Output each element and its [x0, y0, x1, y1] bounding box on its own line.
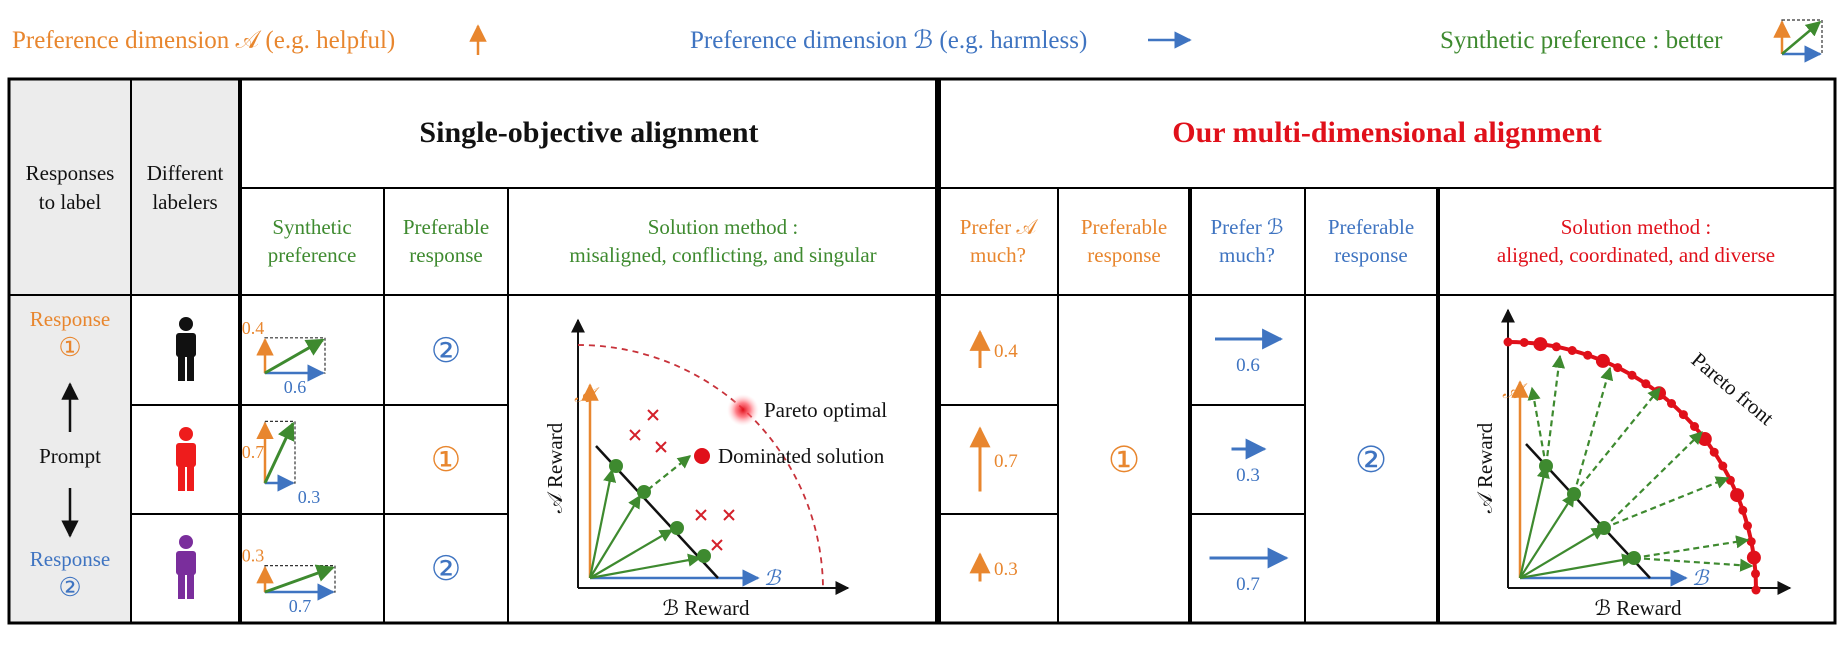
person-icon-purple — [176, 535, 196, 599]
multi-dimensional-plot: 𝒜 ℬ Pareto front 𝒜 Reward ℬ Reward — [1473, 308, 1792, 620]
prefer-a-arrow-row2: 0.7 — [969, 426, 1018, 492]
col-prefer-a-1: Prefer 𝒜 — [960, 215, 1039, 239]
synthetic-b-value-row2: 0.3 — [298, 487, 321, 507]
multi-y-symbol: 𝒜 — [1502, 379, 1528, 403]
single-y-symbol: 𝒜 — [574, 383, 600, 407]
col-pref-resp-a-1: Preferable — [1081, 215, 1167, 239]
prefer-b-arrow-row2: 0.3 — [1231, 438, 1267, 486]
single-objective-title: Single-objective alignment — [419, 116, 758, 149]
col-prefer-b-1: Prefer ℬ — [1210, 215, 1283, 239]
prefer-b-value-row2: 0.3 — [1236, 465, 1260, 486]
multi-x-symbol: ℬ — [1692, 566, 1710, 590]
legend-dim-b: Preference dimension ℬ (e.g. harmless) — [690, 27, 1087, 54]
multi-dimensional-title: Our multi-dimensional alignment — [1172, 116, 1602, 149]
dominated-solution-label: Dominated solution — [718, 444, 885, 468]
table — [7, 77, 1837, 625]
synthetic-a-value-row3: 0.3 — [242, 546, 265, 566]
responses-header-2: to label — [39, 190, 102, 214]
response2-number: ② — [58, 573, 81, 602]
dominated-solution-dot — [694, 448, 710, 464]
pareto-optimal-glow — [727, 394, 759, 426]
prefer-a-arrow-row1: 0.4 — [969, 329, 1018, 368]
person-icon-black — [176, 317, 196, 381]
single-preferable-choices: ② ① ② — [431, 333, 461, 588]
single-y-label: 𝒜 Reward — [543, 422, 567, 513]
col-pref-resp-b-2: response — [1334, 243, 1407, 267]
pareto-optimal-label: Pareto optimal — [764, 398, 887, 422]
synthetic-a-value-row2: 0.7 — [242, 442, 265, 462]
prefer-a-value-row1: 0.4 — [994, 341, 1018, 362]
single-choice-row1: ② — [431, 333, 461, 370]
col-method-multi-1: Solution method : — [1561, 215, 1712, 239]
legend-synthetic-icon — [1773, 19, 1823, 63]
responses-header-1: Responses — [26, 161, 115, 185]
col-method-single-2: misaligned, conflicting, and singular — [569, 243, 876, 267]
single-choice-row2: ① — [431, 442, 461, 479]
col-synthetic-2: preference — [268, 243, 357, 267]
dominated-crosses — [629, 409, 735, 551]
synthetic-preference-cells: 0.4 0.6 0.7 0.3 0.3 0.7 — [242, 318, 336, 616]
prefer-a-value-row3: 0.3 — [994, 559, 1018, 580]
prefer-b-value-row3: 0.7 — [1236, 574, 1260, 595]
col-method-multi-2: aligned, coordinated, and diverse — [1497, 243, 1775, 267]
legend-dim-a: Preference dimension 𝒜 (e.g. helpful) — [12, 27, 395, 54]
multi-choice-b: ② — [1355, 440, 1387, 480]
single-choice-row3: ② — [431, 551, 461, 588]
multi-x-label: ℬ Reward — [1594, 596, 1682, 620]
synthetic-a-value-row1: 0.4 — [242, 318, 265, 338]
pareto-front-label: Pareto front — [1687, 347, 1779, 430]
col-pref-resp-b-1: Preferable — [1328, 215, 1414, 239]
prefer-a-cells: 0.4 0.7 0.3 — [969, 329, 1018, 582]
synthetic-vector-row1: 0.4 0.6 — [242, 318, 326, 397]
prefer-b-arrow-row3: 0.7 — [1209, 547, 1289, 595]
single-objective-plot: 𝒜 ℬ Pareto optimal Dom — [543, 318, 887, 620]
col-method-single-1: Solution method : — [648, 215, 799, 239]
labelers-header-2: labelers — [152, 190, 217, 214]
synthetic-vector-row2: 0.7 0.3 — [242, 420, 321, 507]
left-header: Responses to label Different labelers — [26, 161, 224, 214]
prompt-column: Response ① Prompt Response ② — [30, 307, 111, 602]
col-prefer-b-2: much? — [1219, 243, 1275, 267]
prefer-a-value-row2: 0.7 — [994, 451, 1018, 472]
single-x-label: ℬ Reward — [662, 596, 750, 620]
col-preferable-2: response — [409, 243, 482, 267]
col-prefer-a-2: much? — [970, 243, 1026, 267]
legend: Preference dimension 𝒜 (e.g. helpful) Pr… — [12, 19, 1823, 63]
response1-number: ① — [58, 333, 81, 362]
synthetic-vector-row3: 0.3 0.7 — [242, 546, 336, 616]
single-x-symbol: ℬ — [764, 566, 782, 590]
prompt-label: Prompt — [39, 444, 101, 468]
col-preferable-1: Preferable — [403, 215, 489, 239]
synthetic-b-value-row1: 0.6 — [284, 377, 307, 397]
multi-subheaders: Prefer 𝒜 much? Preferable response Prefe… — [960, 215, 1775, 267]
legend-synthetic: Synthetic preference : better — [1440, 27, 1723, 54]
single-subheaders: Synthetic preference Preferable response… — [268, 215, 877, 267]
pareto-front-dots — [1503, 337, 1761, 595]
col-synthetic-1: Synthetic — [272, 215, 351, 239]
prefer-b-value-row1: 0.6 — [1236, 355, 1260, 376]
prefer-b-arrow-row1: 0.6 — [1215, 328, 1284, 376]
person-icon-red — [176, 427, 196, 491]
labelers-header-1: Different — [147, 161, 224, 185]
col-pref-resp-a-2: response — [1087, 243, 1160, 267]
response1-label: Response — [30, 307, 111, 331]
labeler-figures — [176, 317, 196, 599]
prefer-b-cells: 0.6 0.3 0.7 — [1209, 328, 1289, 595]
synthetic-b-value-row3: 0.7 — [289, 596, 312, 616]
response2-label: Response — [30, 547, 111, 571]
multi-choice-a: ① — [1108, 440, 1140, 480]
prefer-a-arrow-row3: 0.3 — [969, 552, 1018, 582]
multi-y-label: 𝒜 Reward — [1473, 422, 1497, 513]
